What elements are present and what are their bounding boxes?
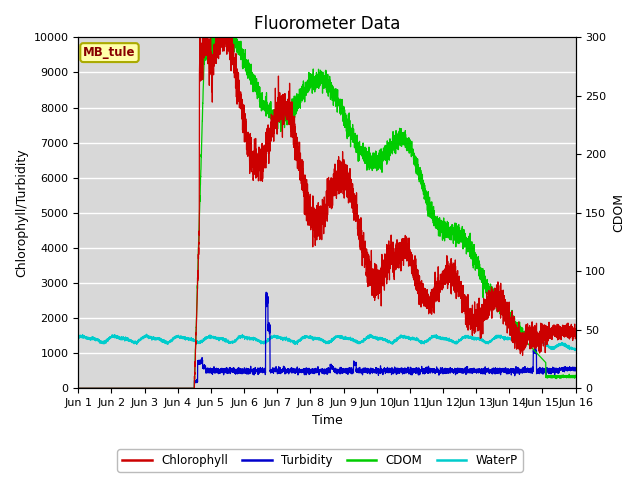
- Text: MB_tule: MB_tule: [83, 46, 136, 59]
- Y-axis label: CDOM: CDOM: [612, 193, 625, 232]
- X-axis label: Time: Time: [312, 414, 342, 427]
- Title: Fluorometer Data: Fluorometer Data: [253, 15, 400, 33]
- Y-axis label: Chlorophyll/Turbidity: Chlorophyll/Turbidity: [15, 148, 28, 277]
- Legend: Chlorophyll, Turbidity, CDOM, WaterP: Chlorophyll, Turbidity, CDOM, WaterP: [118, 449, 522, 472]
